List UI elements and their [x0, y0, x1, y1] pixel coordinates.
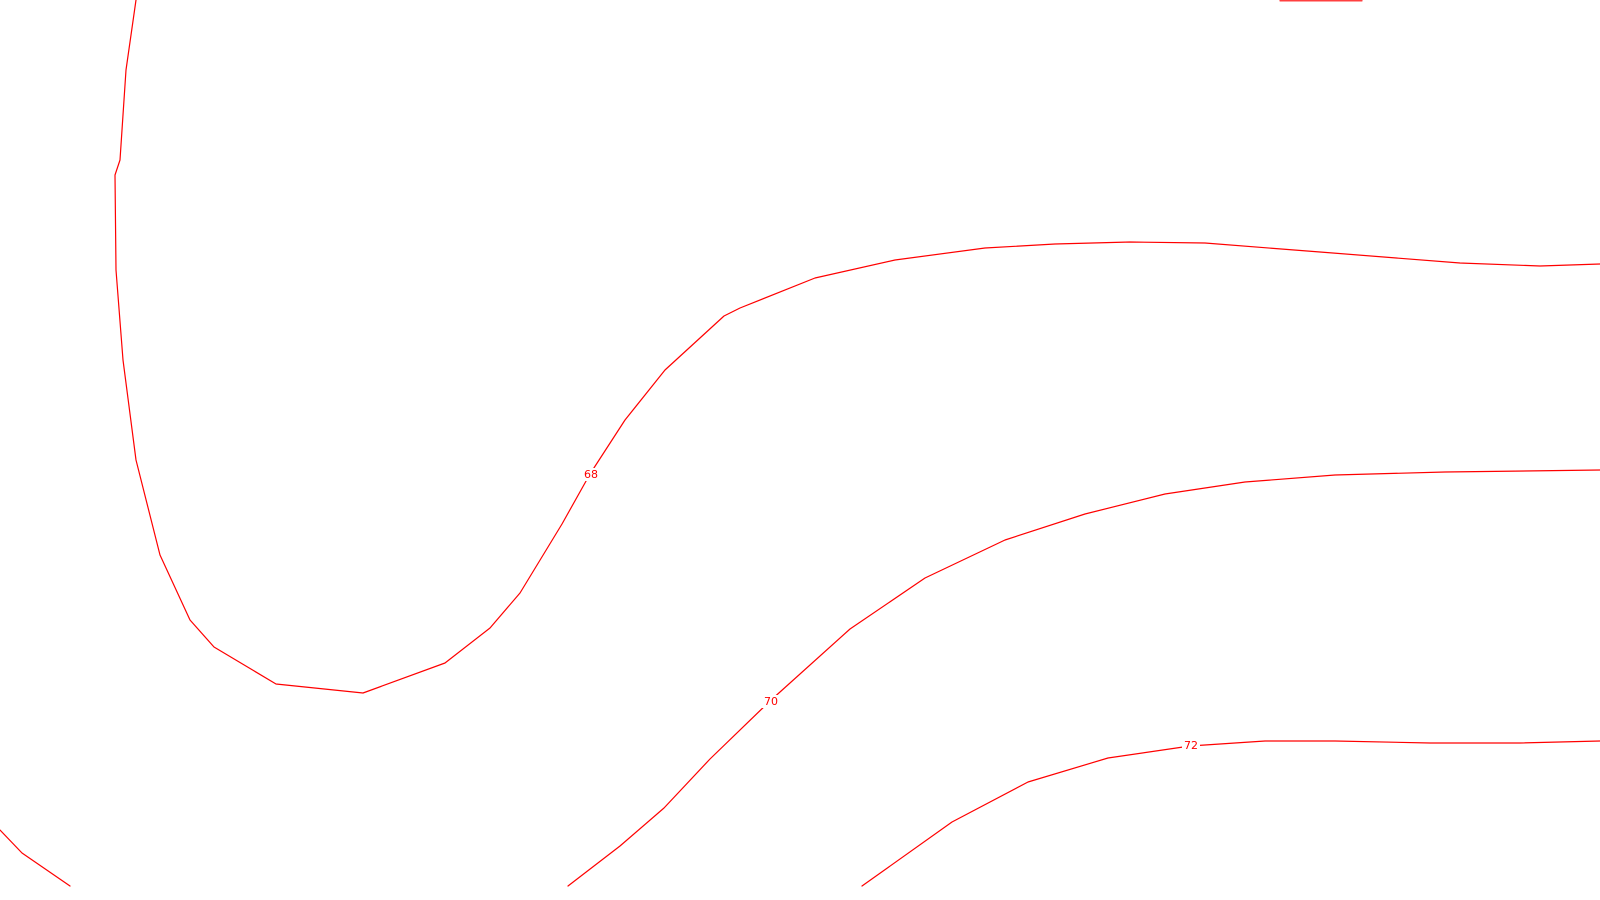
contour-label-70-mask	[762, 695, 780, 708]
contour-label-70: 70	[764, 695, 778, 708]
contour-line-72	[861, 740, 1600, 887]
contour-label-72-mask	[1182, 739, 1200, 752]
contour-line-70	[0, 469, 1600, 887]
contour-line-68	[114, 0, 1600, 694]
contour-label-72: 72	[1184, 739, 1198, 752]
contour-label-68: 68	[584, 468, 598, 481]
contour-label-68-mask	[582, 468, 599, 481]
